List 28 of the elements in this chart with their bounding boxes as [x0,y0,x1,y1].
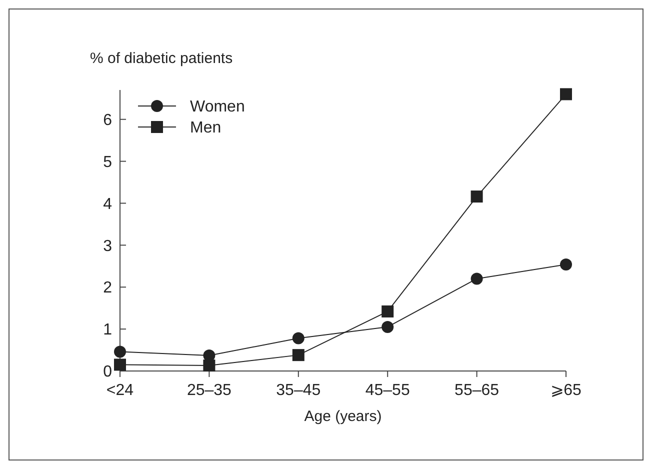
y-axis-title: % of diabetic patients [90,50,233,67]
legend-label: Men [190,120,222,137]
point [560,258,572,270]
point [292,349,304,362]
x-tick-label: <24 [106,382,134,399]
y-tick-label: 1 [103,322,112,339]
y-tick-label: 2 [103,280,112,297]
point [470,272,483,285]
point [560,88,572,100]
y-tick-label: 4 [103,196,112,213]
point [203,360,216,372]
legend-label: Women [190,98,245,116]
x-tick-label: 35–45 [276,382,321,399]
y-tick-label: 6 [103,112,112,129]
point [382,320,394,333]
x-axis-title: Age (years) [304,408,382,425]
point [114,346,126,358]
point [470,190,483,203]
x-tick-label: 45–55 [365,382,410,399]
x-tick-label: 25–35 [186,382,232,399]
point [292,332,304,344]
point [114,358,126,371]
y-tick-label: 3 [103,238,112,255]
y-tick-label: 0 [103,364,112,381]
point [382,305,394,318]
x-tick-label: 55–65 [454,382,500,399]
y-tick-label: 5 [103,154,112,171]
x-tick-label: ⩾65 [550,382,582,399]
